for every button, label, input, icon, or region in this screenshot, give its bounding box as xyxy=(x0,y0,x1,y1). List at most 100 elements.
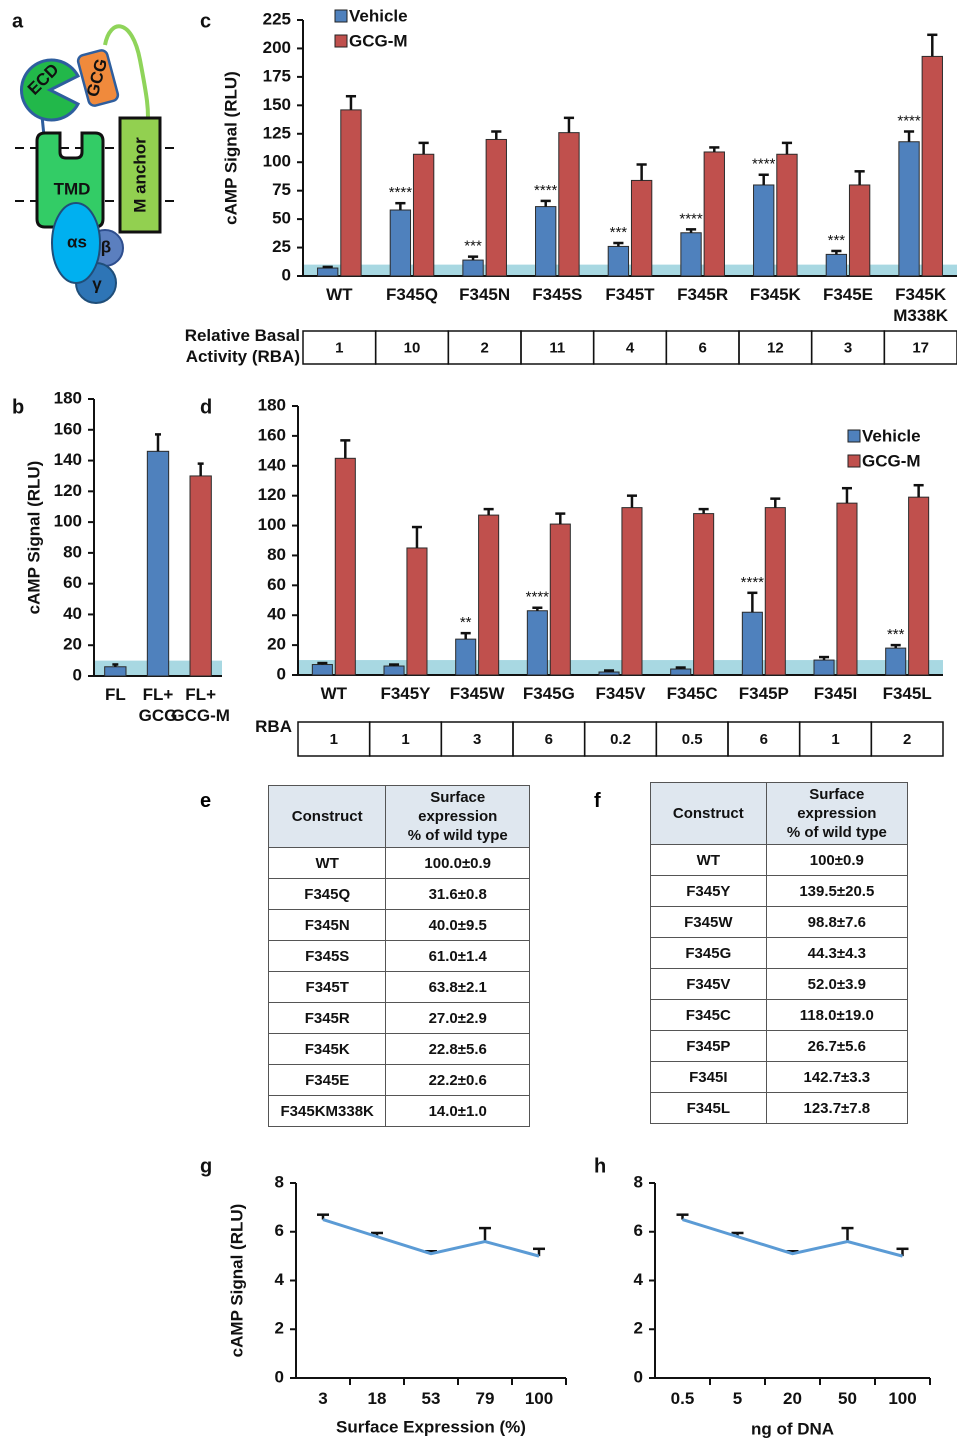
table-cell: 31.6±0.8 xyxy=(386,879,530,910)
x-axis-label: Surface Expression (%) xyxy=(336,1417,526,1436)
y-tick-label: 20 xyxy=(267,635,286,654)
bar xyxy=(599,672,619,675)
header-cell: Surface expression % of wild type xyxy=(766,783,907,845)
x-tick-label: 100 xyxy=(512,1388,566,1409)
bar xyxy=(849,185,869,276)
y-tick-label: 0 xyxy=(634,1367,643,1386)
legend-swatch xyxy=(848,455,860,467)
table-cell: F345S xyxy=(269,941,386,972)
x-tick-label-box: 79 xyxy=(458,1388,512,1414)
rba-label-box: Relative Basal Activity (RBA) xyxy=(166,325,300,373)
figure-canvas: a ECD GCG TMD M anchor αs β γ c025507510… xyxy=(0,0,957,1441)
panel-letter: e xyxy=(200,790,211,813)
significance: **** xyxy=(534,182,558,199)
y-tick-label: 160 xyxy=(54,419,82,438)
y-tick-label: 80 xyxy=(267,545,286,564)
panel-letter: c xyxy=(200,10,211,32)
rba-value: 4 xyxy=(626,339,635,356)
bar xyxy=(147,451,168,676)
bar xyxy=(407,548,427,675)
bar xyxy=(681,233,701,276)
y-tick-label: 180 xyxy=(54,388,82,407)
table-cell: F345I xyxy=(651,1062,767,1093)
y-tick-label: 40 xyxy=(267,605,286,624)
bar xyxy=(754,185,774,276)
y-tick-label: 20 xyxy=(63,635,82,654)
rba-label: Relative Basal Activity (RBA) xyxy=(166,325,300,367)
y-tick-label: 200 xyxy=(263,38,291,57)
legend-label: GCG-M xyxy=(862,451,921,470)
rba-value: 12 xyxy=(767,339,784,356)
table-row: F345P26.7±5.6 xyxy=(651,1031,908,1062)
bar xyxy=(814,660,834,675)
x-tick-label-box: 18 xyxy=(350,1388,404,1414)
y-tick-label: 2 xyxy=(275,1319,284,1338)
rba-value: 6 xyxy=(760,731,768,748)
anchor-label: M anchor xyxy=(130,137,149,213)
x-tick-label-box: 50 xyxy=(820,1388,875,1414)
y-tick-label: 4 xyxy=(275,1270,285,1289)
legend-label: GCG-M xyxy=(349,31,408,50)
x-tick-label: 53 xyxy=(404,1388,458,1409)
bar xyxy=(413,154,433,276)
x-tick-label-box: 5 xyxy=(710,1388,765,1414)
table-row: F345R27.0±2.9 xyxy=(269,1003,530,1034)
y-tick-label: 8 xyxy=(634,1172,643,1191)
table-cell: 63.8±2.1 xyxy=(386,972,530,1003)
tmd-label: TMD xyxy=(54,179,91,198)
bar xyxy=(922,56,942,276)
bar xyxy=(341,110,361,276)
legend-swatch xyxy=(848,430,860,442)
bar xyxy=(390,210,410,276)
bar xyxy=(536,207,556,276)
header-cell: Construct xyxy=(269,786,386,848)
y-axis-label: cAMP Signal (RLU) xyxy=(221,71,240,225)
y-axis-label: cAMP Signal (RLU) xyxy=(227,1204,246,1358)
bar xyxy=(527,611,547,675)
table-row: F345Y139.5±20.5 xyxy=(651,876,908,907)
y-tick-label: 175 xyxy=(263,66,291,85)
table-cell: F345KM338K xyxy=(269,1096,386,1127)
y-axis-label: cAMP Signal (RLU) xyxy=(24,461,43,615)
rba-value: 0.5 xyxy=(682,731,703,748)
x-tick-label-box: 53 xyxy=(404,1388,458,1414)
bar xyxy=(318,268,338,276)
rba-value: 1 xyxy=(335,339,343,356)
rba-value: 0.2 xyxy=(610,731,631,748)
figure: a ECD GCG TMD M anchor αs β γ c025507510… xyxy=(0,0,957,1441)
x-axis-label: ng of DNA xyxy=(751,1419,834,1438)
x-tick-label-box: F345K M338K xyxy=(874,284,957,332)
table-cell: 14.0±1.0 xyxy=(386,1096,530,1127)
table-cell: F345C xyxy=(651,1000,767,1031)
y-tick-label: 6 xyxy=(275,1221,284,1240)
table-cell: 27.0±2.9 xyxy=(386,1003,530,1034)
diagram: a ECD GCG TMD M anchor αs β γ xyxy=(12,10,175,303)
significance: *** xyxy=(828,232,846,249)
bar xyxy=(909,497,929,675)
y-tick-label: 50 xyxy=(272,209,291,228)
legend-swatch xyxy=(335,35,347,47)
x-tick-label: 3 xyxy=(296,1388,350,1409)
table-cell: WT xyxy=(269,848,386,879)
table-row: F345I142.7±3.3 xyxy=(651,1062,908,1093)
rba-label-box: RBA xyxy=(230,716,292,764)
table-row: F345S61.0±1.4 xyxy=(269,941,530,972)
x-tick-label-box: 100 xyxy=(875,1388,930,1414)
panel-letter: d xyxy=(200,396,212,418)
y-tick-label: 2 xyxy=(634,1319,643,1338)
significance: *** xyxy=(887,626,905,643)
bar xyxy=(479,515,499,675)
rba-value: 2 xyxy=(903,731,911,748)
table-cell: 118.0±19.0 xyxy=(766,1000,907,1031)
table-cell: 98.8±7.6 xyxy=(766,907,907,938)
y-tick-label: 75 xyxy=(272,180,291,199)
table-cell: F345E xyxy=(269,1065,386,1096)
y-tick-label: 160 xyxy=(258,425,286,444)
bar xyxy=(190,476,211,676)
rba-value: 2 xyxy=(480,339,488,356)
x-tick-label-box: 0.5 xyxy=(655,1388,710,1414)
